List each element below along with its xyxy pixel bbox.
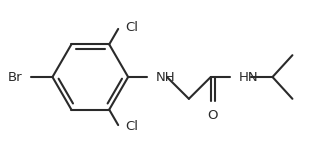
Text: Br: Br [8, 71, 23, 84]
Text: HN: HN [238, 71, 258, 84]
Text: Cl: Cl [125, 21, 138, 34]
Text: Cl: Cl [125, 120, 138, 133]
Text: NH: NH [156, 71, 176, 84]
Text: O: O [208, 109, 218, 122]
